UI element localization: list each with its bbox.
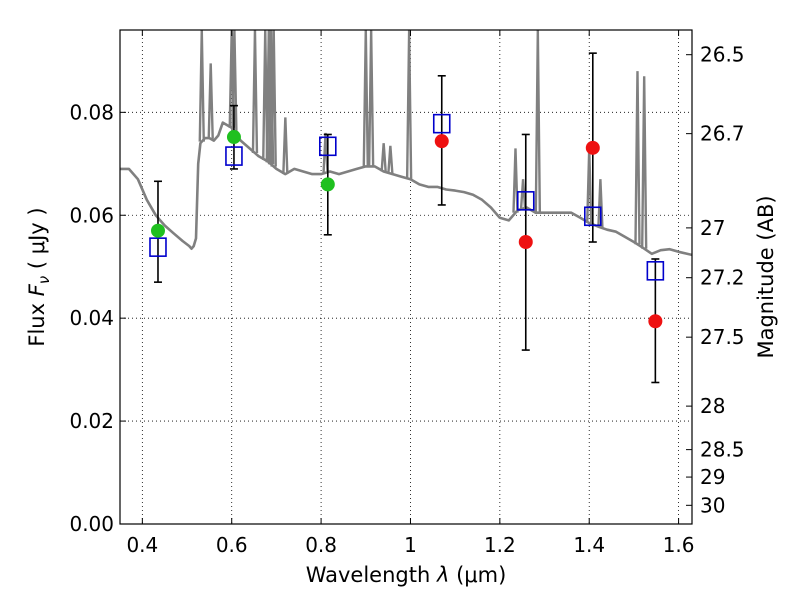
model-photometry-square: [149, 237, 167, 257]
emission-spike: [282, 117, 289, 175]
model-photometry-square: [432, 113, 451, 134]
spectrum-layer: [120, 30, 692, 257]
emission-spike: [207, 63, 214, 139]
observed-point-red: [434, 134, 449, 149]
emission-spike: [362, 30, 369, 167]
observed-point-red: [518, 235, 533, 250]
x-tick-label: 0.8: [305, 533, 337, 557]
y-axis-label: Flux Fν ( μJy ): [25, 207, 53, 346]
emission-spike: [367, 30, 375, 167]
x-axis-label: Wavelength λ (μm): [306, 563, 507, 587]
emission-spike: [198, 30, 205, 142]
emission-spike: [534, 30, 542, 213]
y-tick-label: 0.08: [69, 100, 114, 124]
model-photometry-square: [646, 261, 665, 281]
observed-point-green: [226, 130, 241, 145]
ticks: 0.4 0.6 0.8 1 1.2 1.4 1.6 0.00 0.02 0.04 0.06 0.08 2…: [69, 30, 745, 557]
emission-spike: [251, 30, 259, 154]
emission-spike: [640, 76, 648, 249]
x-tick-label: 1: [404, 533, 417, 557]
mag-tick-label: 26.7: [700, 122, 745, 146]
emission-spike: [519, 179, 527, 209]
model-photometry-square: [516, 191, 535, 211]
y-tick-label: 0.04: [69, 306, 114, 330]
x-tick-label: 0.4: [126, 533, 158, 557]
mag-tick-label: 27: [700, 216, 725, 240]
marker-layer: [149, 113, 665, 329]
emission-spike: [597, 179, 604, 228]
observed-point-green: [150, 223, 165, 238]
mag-tick-label: 28: [700, 394, 725, 418]
mag-tick-label: 30: [700, 493, 725, 517]
emission-spike: [322, 132, 329, 173]
observed-point-red: [585, 140, 600, 155]
mag-tick-label: 28.5: [700, 438, 745, 462]
emission-spike: [405, 30, 413, 179]
mag-tick-label: 26.5: [700, 43, 745, 67]
emission-spike: [387, 145, 394, 174]
x-tick-label: 1.2: [484, 533, 516, 557]
emission-spike: [380, 143, 387, 172]
x-tick-label: 0.6: [216, 533, 248, 557]
y-tick-label: 0.06: [69, 203, 114, 227]
emission-spike: [231, 30, 238, 132]
model-photometry-square: [583, 206, 602, 227]
observed-point-green: [320, 177, 335, 192]
emission-spike: [634, 71, 641, 245]
spectrum-line: [120, 121, 692, 257]
y-tick-label: 0.02: [69, 409, 114, 433]
y2-axis-label: Magnitude (AB): [754, 195, 778, 358]
x-tick-label: 1.4: [573, 533, 605, 557]
mag-tick-label: 27.5: [700, 325, 745, 349]
plot-frame: [119, 29, 693, 525]
x-tick-label: 1.6: [663, 533, 695, 557]
mag-tick-label: 29: [700, 465, 725, 489]
emission-spike: [270, 30, 277, 167]
observed-point-red: [648, 314, 663, 329]
model-photometry-square: [318, 136, 337, 157]
y-tick-label: 0.00: [69, 512, 114, 536]
emission-spike: [512, 148, 519, 213]
plot-background: [120, 30, 692, 524]
mag-tick-label: 27.2: [700, 266, 745, 290]
model-photometry-square: [225, 146, 243, 166]
